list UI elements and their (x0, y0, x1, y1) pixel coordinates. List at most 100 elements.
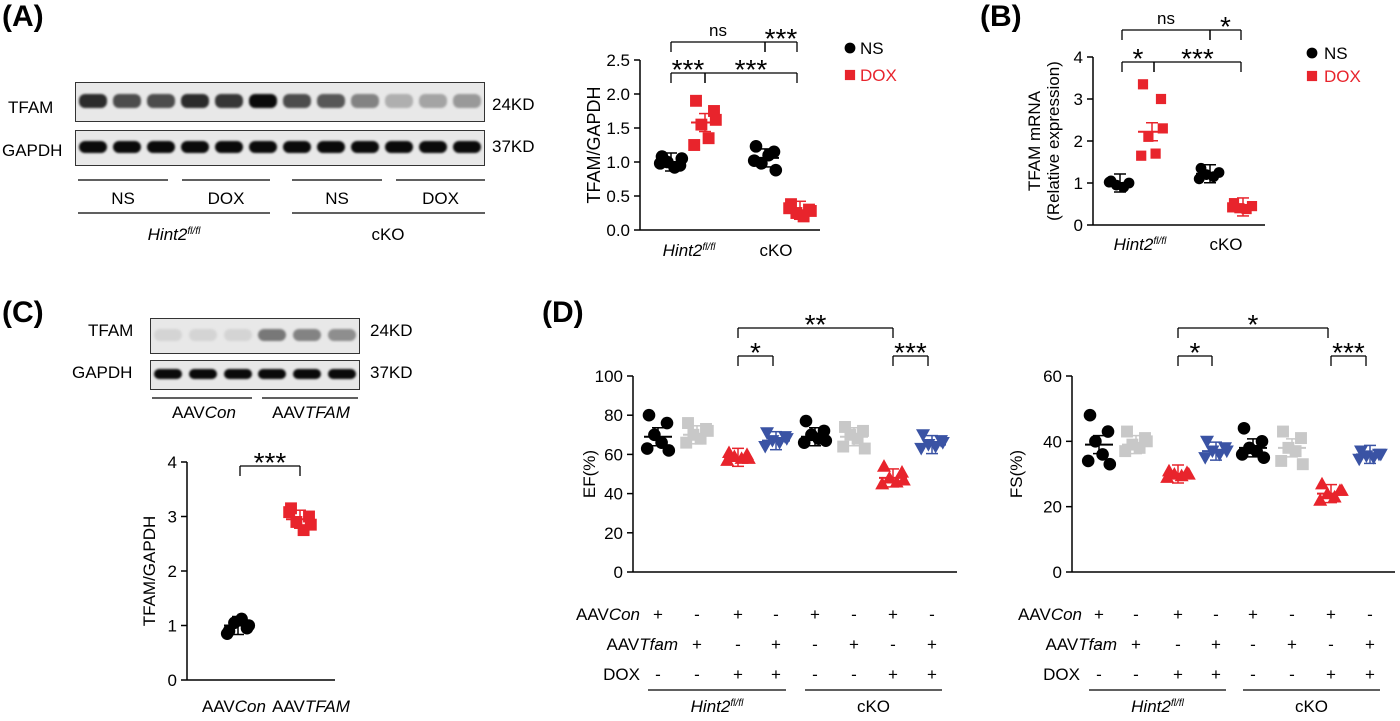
chart-d-fs-design-cell: + (1365, 665, 1375, 684)
chart-d-fs-design-cell: + (1173, 605, 1183, 624)
chart-d-fs-design-cell: - (1250, 635, 1256, 654)
chart-b-x-hint2: Hint2fl/fl (1114, 235, 1167, 254)
blot-band (215, 141, 243, 154)
blot-c-group-aavcon: AAVCon (172, 403, 236, 422)
chart-d-ef-y-tick-label: 100 (595, 367, 623, 386)
blot-band (249, 94, 277, 108)
chart-d-fs-design-cell: - (1289, 665, 1295, 684)
blot-band (189, 369, 217, 380)
chart-d-ef-group-1-point (662, 444, 676, 457)
chart-d-ef-row-dox: DOX (603, 665, 640, 684)
chart-d-fs-design-cell: - (1367, 605, 1373, 624)
blot-a-group-label: NS (325, 189, 349, 208)
chart-d-fs-group-1-point (1089, 435, 1102, 448)
chart-d-fs-group-6-point (1295, 432, 1307, 445)
chart-d-ef-group-7-point (875, 476, 890, 490)
chart-d-ef-design-cell: + (888, 605, 898, 624)
chart-d-fs-design-cell: - (1133, 665, 1139, 684)
chart-d-fs-design-cell: - (1213, 605, 1219, 624)
chart-d-ef-sig-sig-label: *** (894, 337, 927, 368)
chart-a-x-hint2-sup: fl/fl (702, 242, 716, 253)
chart-a-legend-dox-marker (844, 69, 856, 81)
chart-d-ef-group-2-point (680, 436, 693, 449)
blot-a-tfam-label: TFAM (8, 98, 54, 117)
chart-a-x-hint2: Hint2fl/fl (663, 241, 716, 260)
chart-c-y-tick-label: 1 (168, 617, 177, 636)
chart-a-dox-point (690, 94, 702, 107)
chart-d-ef-group-8-point (914, 442, 929, 456)
chart-a-dox-point (783, 202, 796, 215)
chart-a-y-tick-label: 1.0 (606, 153, 630, 172)
chart-a-ns-point (653, 157, 667, 170)
blot-c-tfam-size: 24KD (370, 321, 413, 340)
chart-c-aavtfam-point (304, 518, 317, 531)
blot-band (317, 141, 345, 154)
chart-d-fs-design-cell: + (1248, 605, 1258, 624)
blot-c-gapdh-label: GAPDH (72, 363, 133, 382)
chart-b-sig-sig-label: ns (1157, 9, 1175, 28)
chart-d-ef-group-2-point (694, 432, 707, 445)
chart-c-sig-sig-label: *** (254, 447, 287, 478)
chart-d-ef-group-2-point (682, 417, 694, 429)
blot-band (181, 141, 209, 154)
chart-c-y-tick-label: 4 (168, 453, 177, 472)
chart-d-fs-y-label: FS(%) (1007, 450, 1026, 498)
chart-d-ef-design-cell: - (655, 635, 661, 654)
chart-a-ns-point (749, 140, 763, 153)
chart-d-fs-group-2-point (1121, 425, 1133, 438)
chart-c-x-aavtfam: AAVTFAM (272, 697, 351, 716)
chart-d-ef-y-label: EF(%) (580, 450, 599, 498)
chart-a-sig-sig-label: *** (765, 23, 798, 54)
blot-a-gapdh-row (75, 130, 485, 166)
chart-d-fs-group-4-point (1200, 435, 1214, 449)
chart-d-fs-design-cell: - (1250, 665, 1256, 684)
chart-d-fs-row-aavtfam-italic: Tfam (1078, 635, 1117, 654)
chart-d-fs-genotype-hint2-sup: fl/fl (1171, 698, 1185, 709)
chart-d-ef-group-5-point (799, 414, 813, 428)
chart-d-ef-design-cell: - (812, 665, 818, 684)
blot-c-gapdh-size: 37KD (370, 363, 413, 382)
chart-a-y-tick-label: 0.0 (606, 221, 630, 240)
chart-d-fs-design-cell: - (1096, 665, 1102, 684)
chart-a-dox-point (708, 105, 720, 117)
blot-a-group-label: DOX (422, 189, 459, 208)
chart-c-x-aavcon: AAVCon (202, 697, 266, 716)
blot-band (249, 141, 277, 154)
chart-d-fs-group-7-point (1313, 493, 1328, 506)
chart-d-fs-genotype-hint2: Hint2fl/fl (1131, 697, 1184, 716)
chart-b-y-tick-label: 4 (1074, 48, 1083, 67)
chart-d-ef-sig-sig-label: ** (805, 309, 827, 340)
panel-label-b: (B) (980, 0, 1022, 33)
chart-d-ef-design-cell: + (888, 665, 898, 684)
chart-d-ef-design-cell: - (812, 635, 818, 654)
chart-d-ef-group-7-point (877, 459, 891, 472)
chart-d-ef-design-cell: + (653, 605, 663, 624)
chart-d-fs-sig-sig-label: *** (1332, 337, 1365, 368)
chart-d-ef-group-8-point (916, 429, 930, 442)
blot-band (419, 94, 447, 108)
chart-d-ef-y-tick-label: 0 (614, 563, 623, 582)
chart-d-ef-design-cell: - (735, 635, 741, 654)
chart-c-aavtfam-point (283, 506, 296, 519)
chart-b-sig-sig-label: *** (1181, 43, 1214, 74)
chart-a-dox-point (709, 113, 722, 126)
chart-c-y-tick-label: 2 (168, 562, 177, 581)
blot-band (453, 141, 481, 154)
chart-c-aavcon-point (220, 627, 234, 640)
chart-b-ns-point (1193, 173, 1205, 185)
chart-d-ef-group-4-point (758, 440, 773, 454)
chart-d-fs-group-7-point (1315, 476, 1329, 490)
chart-d-ef-group-1-point (640, 442, 654, 455)
chart-d-ef-design-cell: + (692, 635, 702, 654)
blot-band (147, 141, 175, 154)
chart-d-ef-y-tick-label: 20 (604, 524, 623, 543)
chart-d-ef-design-cell: + (771, 665, 781, 684)
chart-a-y-tick-label: 2.0 (606, 85, 630, 104)
blot-band (189, 329, 217, 342)
blot-band (327, 369, 356, 380)
chart-d-fs-y-tick-label: 40 (1043, 432, 1062, 451)
chart-d-fs-design-cell: + (1365, 635, 1375, 654)
blot-band (293, 369, 321, 380)
chart-a-x-cko: cKO (759, 241, 792, 260)
chart-d-ef-design-cell: + (810, 605, 820, 624)
